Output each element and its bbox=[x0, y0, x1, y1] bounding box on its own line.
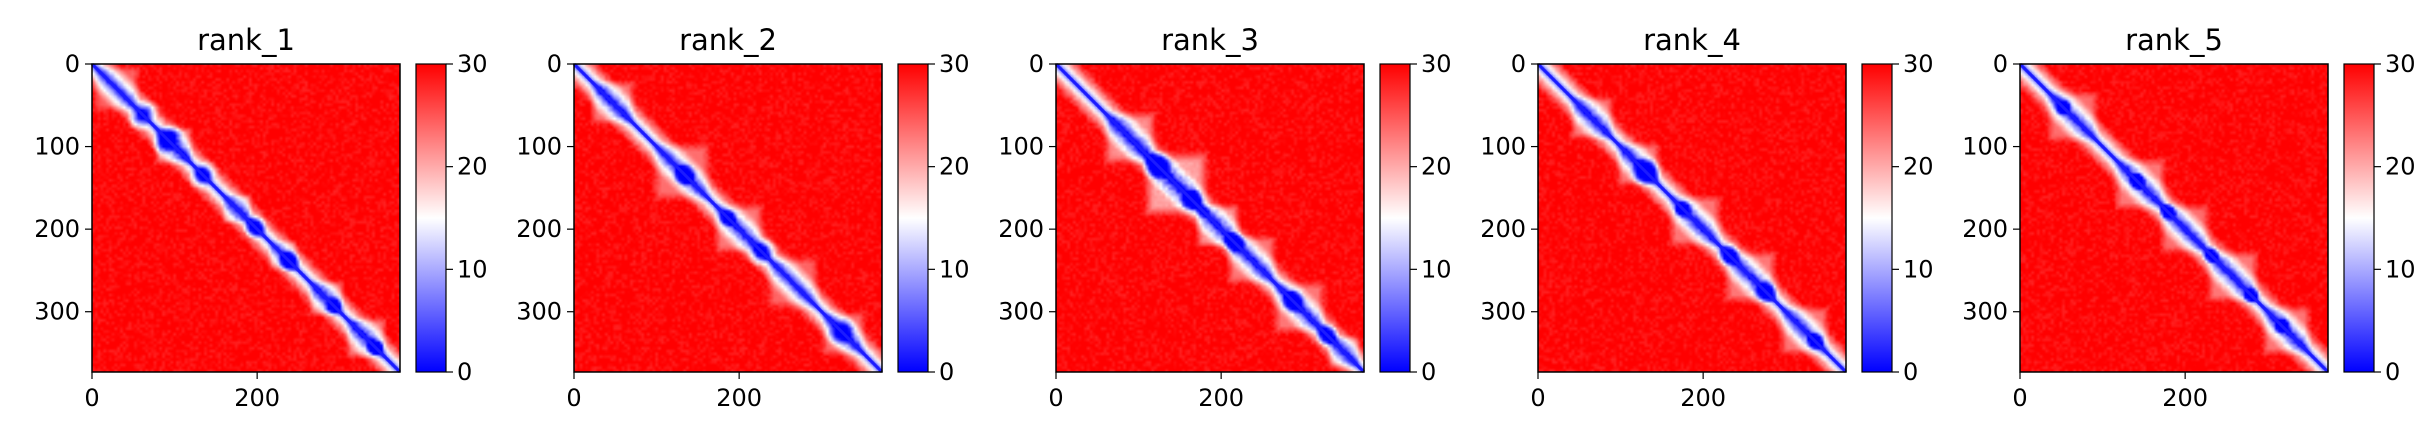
x-tick-label: 200 bbox=[1680, 384, 1726, 412]
diagonal-line bbox=[1054, 62, 1366, 374]
x-tick-label: 200 bbox=[2162, 384, 2208, 412]
colorbar-tick-label: 10 bbox=[1903, 255, 1934, 283]
colorbar-tick-label: 0 bbox=[457, 358, 472, 386]
axes-frame bbox=[1537, 63, 1847, 373]
colorbar-tick-label: 20 bbox=[457, 153, 488, 181]
colorbar-tick-label: 0 bbox=[939, 358, 954, 386]
diagonal-line bbox=[572, 62, 884, 374]
colorbar-tick-label: 10 bbox=[939, 255, 970, 283]
panel-2: rank_2 0 200 0 100 200 300 0 10 20 30 bbox=[516, 23, 969, 412]
x-tick-label: 0 bbox=[1048, 384, 1063, 412]
colorbar-tick-label: 20 bbox=[939, 153, 970, 181]
panel-title: rank_2 bbox=[679, 23, 777, 57]
panel-title: rank_5 bbox=[2125, 23, 2223, 57]
y-tick-label: 100 bbox=[1962, 133, 2008, 161]
x-tick-label: 0 bbox=[566, 384, 581, 412]
x-tick-label: 0 bbox=[1530, 384, 1545, 412]
diagonal-line bbox=[90, 62, 402, 374]
panel-1: rank_1 0 200 0 100 200 300 0 10 20 30 bbox=[34, 23, 487, 412]
panel-title: rank_4 bbox=[1643, 23, 1741, 57]
y-tick-label: 0 bbox=[1029, 50, 1044, 78]
y-tick-label: 0 bbox=[1511, 50, 1526, 78]
axes-frame bbox=[573, 63, 883, 373]
x-tick-label: 200 bbox=[1198, 384, 1244, 412]
colorbar bbox=[1379, 63, 1411, 373]
y-tick-label: 0 bbox=[547, 50, 562, 78]
y-tick-label: 300 bbox=[998, 298, 1044, 326]
y-tick-label: 300 bbox=[1480, 298, 1526, 326]
panel-title: rank_3 bbox=[1161, 23, 1259, 57]
axes-frame bbox=[91, 63, 401, 373]
x-tick-label: 200 bbox=[234, 384, 280, 412]
panel-title: rank_1 bbox=[197, 23, 295, 57]
colorbar-tick-label: 30 bbox=[1421, 50, 1452, 78]
colorbar-tick-label: 30 bbox=[1903, 50, 1934, 78]
x-tick-label: 200 bbox=[716, 384, 762, 412]
colorbar-tick-label: 20 bbox=[1421, 153, 1452, 181]
panel-5: rank_5 0 200 0 100 200 300 0 10 20 30 bbox=[1962, 23, 2415, 412]
diagonal-line bbox=[2018, 62, 2330, 374]
y-tick-label: 200 bbox=[516, 215, 562, 243]
panel-3: rank_3 0 200 0 100 200 300 0 10 20 30 bbox=[998, 23, 1451, 412]
colorbar bbox=[2343, 63, 2375, 373]
colorbar-tick-label: 20 bbox=[1903, 153, 1934, 181]
colorbar-tick-label: 10 bbox=[2385, 255, 2416, 283]
y-tick-label: 100 bbox=[1480, 133, 1526, 161]
colorbar bbox=[897, 63, 929, 373]
y-tick-label: 200 bbox=[1480, 215, 1526, 243]
y-tick-label: 100 bbox=[34, 133, 80, 161]
axes-frame bbox=[1055, 63, 1365, 373]
y-tick-label: 300 bbox=[1962, 298, 2008, 326]
y-tick-label: 0 bbox=[65, 50, 80, 78]
colorbar bbox=[1861, 63, 1893, 373]
axes-frame bbox=[2019, 63, 2329, 373]
colorbar-tick-label: 0 bbox=[1421, 358, 1436, 386]
colorbar-tick-label: 0 bbox=[2385, 358, 2400, 386]
y-tick-label: 200 bbox=[1962, 215, 2008, 243]
y-tick-label: 200 bbox=[34, 215, 80, 243]
colorbar-tick-label: 30 bbox=[457, 50, 488, 78]
y-tick-label: 200 bbox=[998, 215, 1044, 243]
colorbar bbox=[415, 63, 447, 373]
panel-4: rank_4 0 200 0 100 200 300 0 10 20 30 bbox=[1480, 23, 1933, 412]
colorbar-tick-label: 20 bbox=[2385, 153, 2416, 181]
colorbar-tick-label: 10 bbox=[1421, 255, 1452, 283]
x-tick-label: 0 bbox=[2012, 384, 2027, 412]
y-tick-label: 0 bbox=[1993, 50, 2008, 78]
colorbar-tick-label: 30 bbox=[939, 50, 970, 78]
y-tick-label: 300 bbox=[516, 298, 562, 326]
y-tick-label: 100 bbox=[516, 133, 562, 161]
x-tick-label: 0 bbox=[84, 384, 99, 412]
colorbar-tick-label: 10 bbox=[457, 255, 488, 283]
y-tick-label: 100 bbox=[998, 133, 1044, 161]
y-tick-label: 300 bbox=[34, 298, 80, 326]
colorbar-tick-label: 30 bbox=[2385, 50, 2416, 78]
diagonal-line bbox=[1536, 62, 1848, 374]
colorbar-tick-label: 0 bbox=[1903, 358, 1918, 386]
